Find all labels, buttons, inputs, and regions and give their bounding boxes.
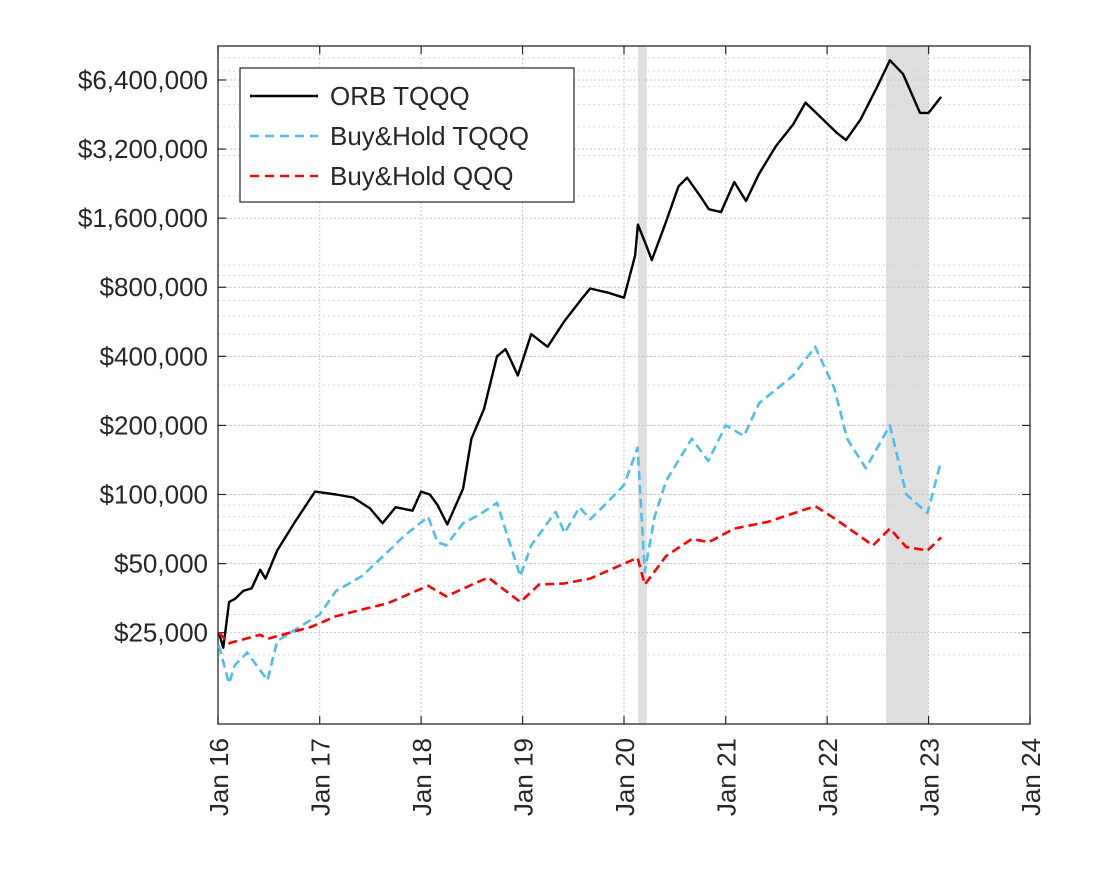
x-tick-label: Jan 16 — [204, 738, 234, 816]
y-tick-label: $200,000 — [100, 410, 208, 440]
y-tick-label: $3,200,000 — [78, 134, 208, 164]
shaded-period-2 — [886, 46, 929, 724]
x-tick-label: Jan 23 — [915, 738, 945, 816]
x-tick-label: Jan 20 — [610, 738, 640, 816]
legend-label: Buy&Hold QQQ — [330, 161, 514, 191]
x-tick-label: Jan 21 — [712, 738, 742, 816]
y-tick-label: $25,000 — [114, 618, 208, 648]
y-tick-label: $400,000 — [100, 341, 208, 371]
y-tick-label: $6,400,000 — [78, 65, 208, 95]
axis-ticks: $25,000 $50,000 $100,000 $200,000 $400,000 $8… — [78, 46, 1046, 816]
shaded-period-1 — [637, 46, 647, 724]
x-tick-label: Jan 19 — [509, 738, 539, 816]
legend-label: ORB TQQQ — [330, 81, 470, 111]
series-lines — [217, 59, 943, 685]
legend: ORB TQQQ Buy&Hold TQQQ Buy&Hold QQQ — [239, 67, 575, 203]
series-line-buy-hold-qqq — [217, 504, 943, 645]
x-tick-label: Jan 18 — [407, 738, 437, 816]
legend-label: Buy&Hold TQQQ — [330, 121, 529, 151]
series-line-buy-hold-tqqq — [217, 345, 943, 685]
y-tick-label: $1,600,000 — [78, 203, 208, 233]
x-tick-label: Jan 17 — [306, 738, 336, 816]
x-tick-label: Jan 24 — [1016, 738, 1046, 816]
x-tick-label: Jan 22 — [813, 738, 843, 816]
y-tick-label: $50,000 — [114, 549, 208, 579]
y-tick-label: $800,000 — [100, 272, 208, 302]
y-tick-label: $100,000 — [100, 479, 208, 509]
series-line-orb-tqqq — [217, 59, 943, 649]
